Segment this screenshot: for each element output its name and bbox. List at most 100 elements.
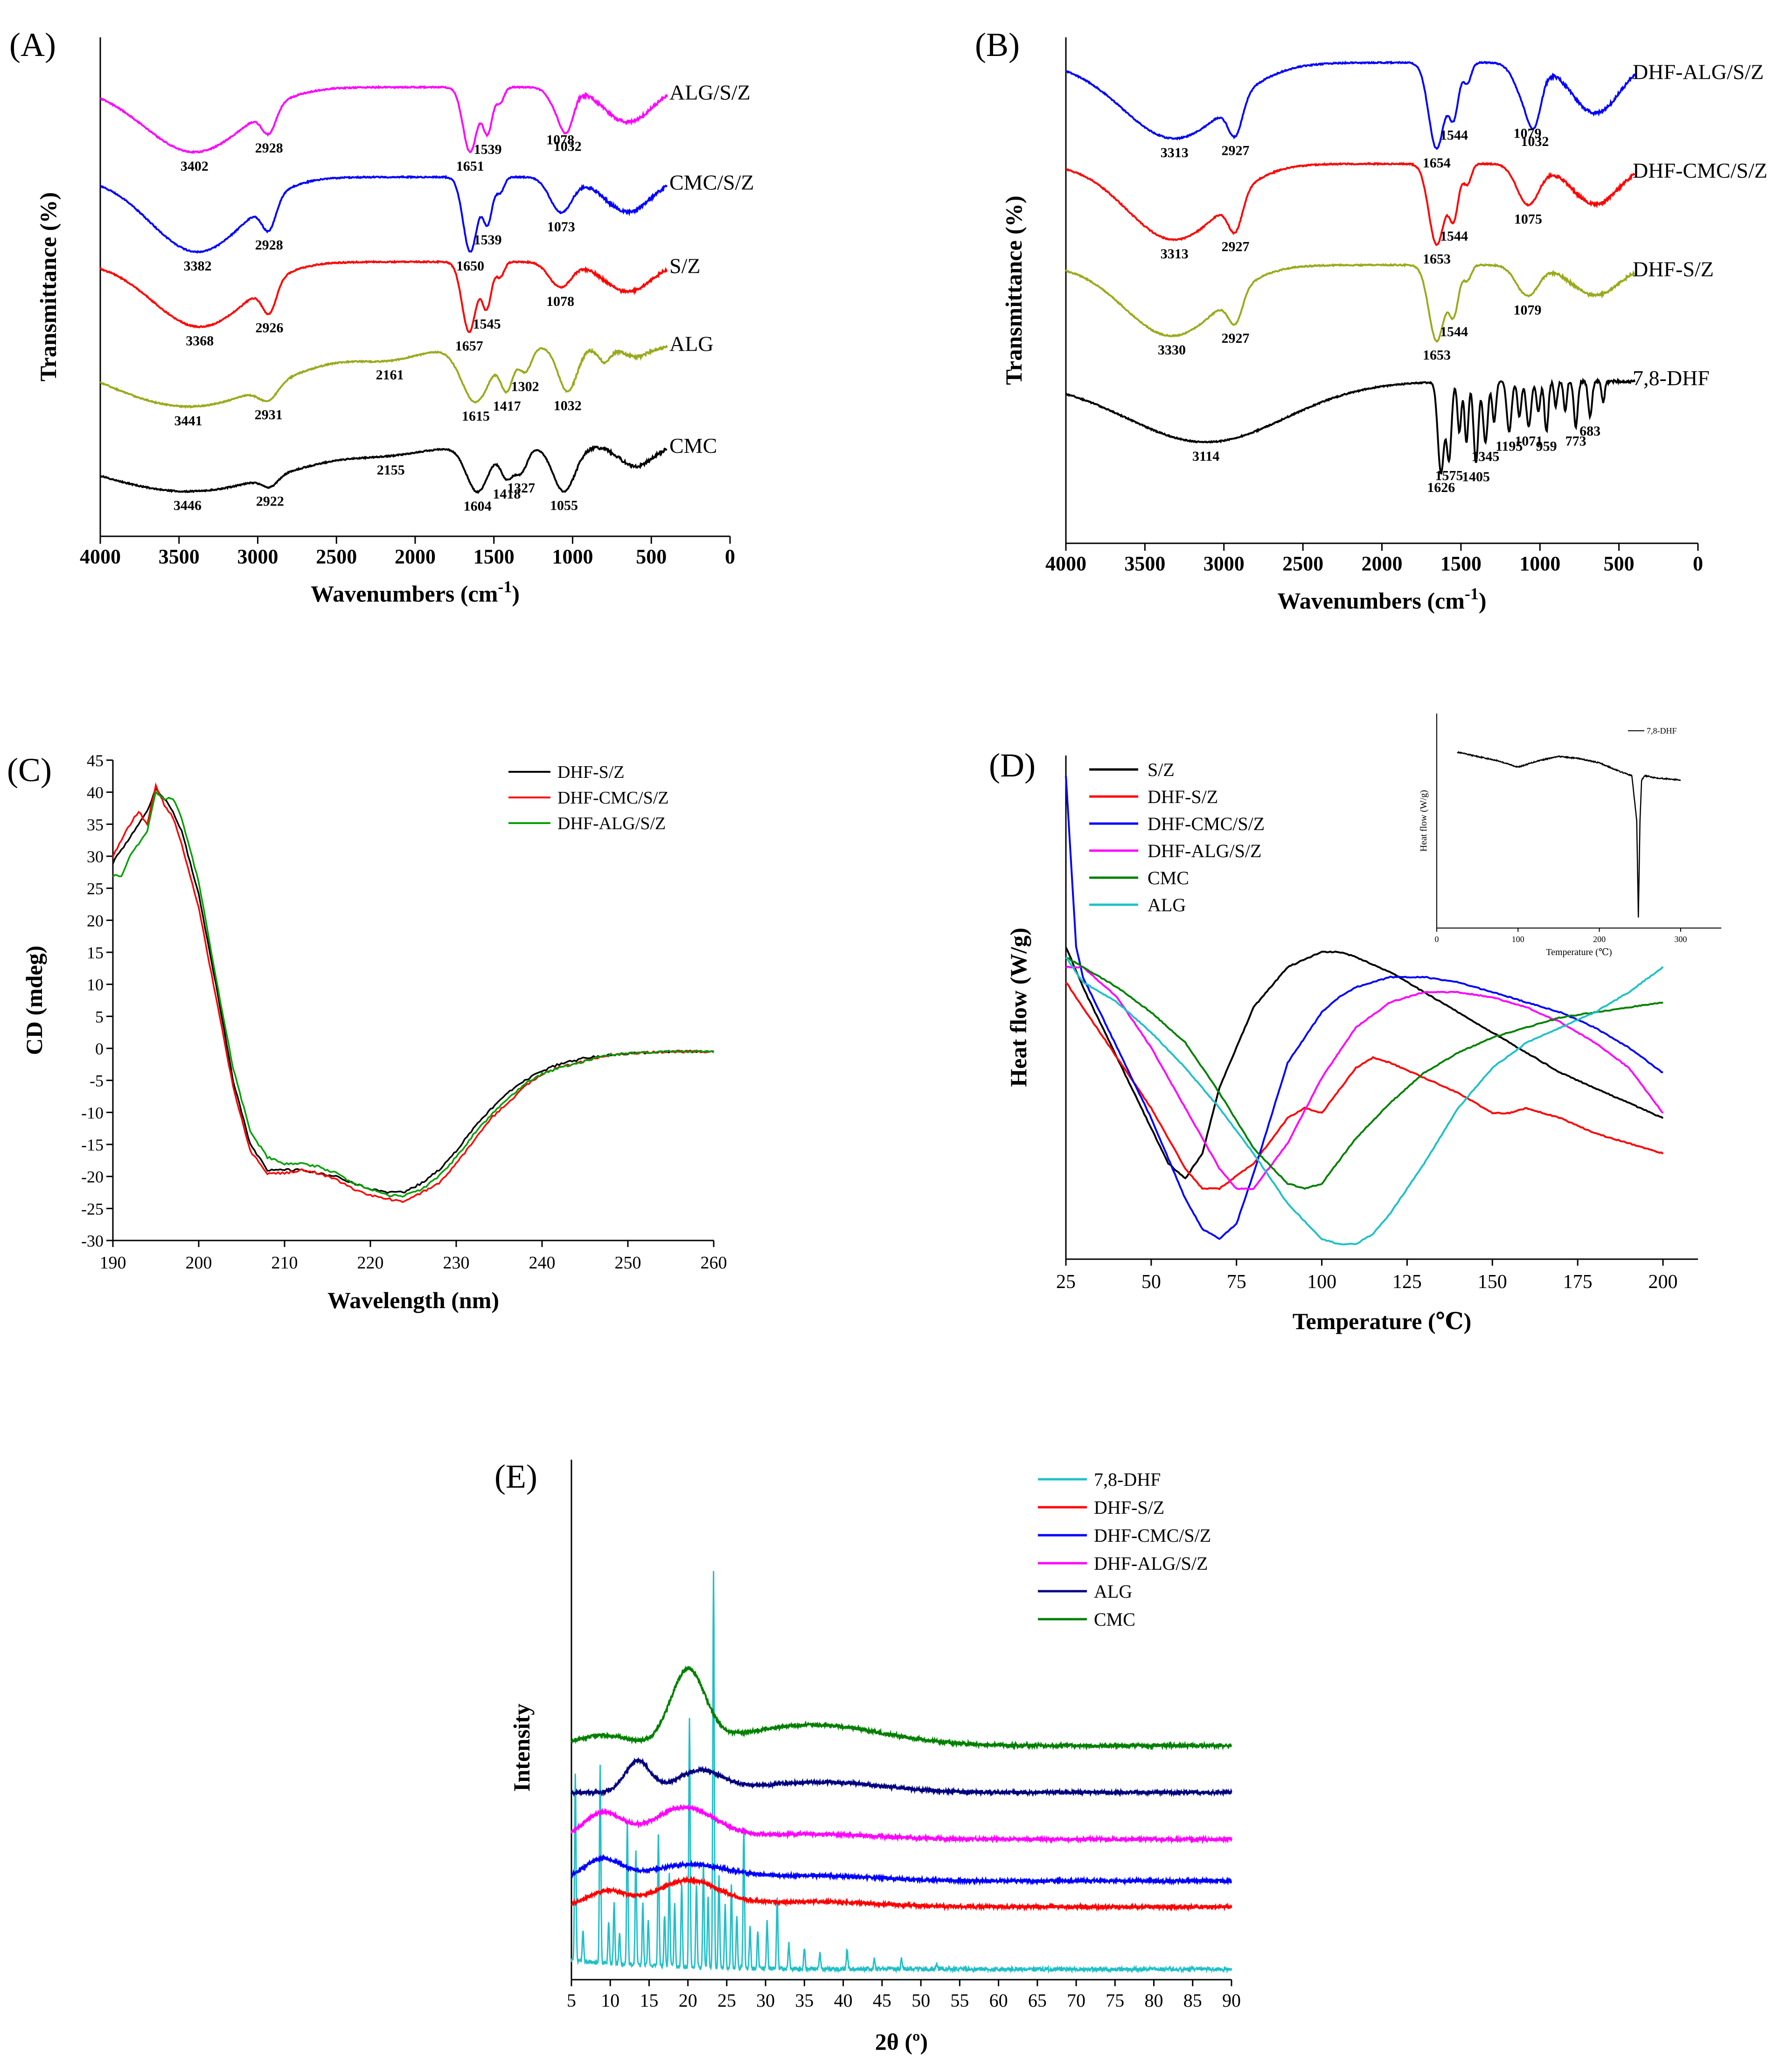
x-tick-label: 85: [1183, 1990, 1202, 2011]
x-tick-label: 40: [834, 1990, 853, 2011]
peak-label: 1604: [464, 499, 492, 514]
x-tick-label: 4000: [1045, 552, 1086, 575]
peak-label: 1405: [1462, 469, 1490, 485]
x-tick-label: 220: [357, 1253, 384, 1273]
series-line: [570, 1571, 1232, 1974]
peak-label: 1418: [493, 486, 521, 502]
peak-label: 1653: [1423, 251, 1451, 267]
peak-label: 3368: [186, 333, 214, 349]
peak-label: 1032: [554, 398, 582, 414]
y-tick-label: 0: [95, 1039, 104, 1058]
peak-label: 1544: [1440, 127, 1468, 143]
x-tick-label: 100: [1307, 1271, 1336, 1293]
peak-label: 1539: [474, 232, 502, 248]
x-tick-label: 210: [271, 1253, 298, 1273]
y-tick-label: 15: [87, 943, 104, 962]
x-tick-label: 4000: [80, 545, 121, 568]
x-tick-label: 200: [1649, 1271, 1678, 1293]
series-line: [100, 174, 668, 254]
peak-label: 2928: [255, 237, 283, 253]
peak-label: 1032: [554, 139, 582, 154]
peak-label: 2155: [377, 463, 405, 478]
inset-x-tick-label: 0: [1435, 935, 1439, 944]
y-tick-label: 45: [87, 751, 104, 770]
peak-label: 1032: [1521, 134, 1549, 149]
peak-label: 2927: [1221, 143, 1249, 158]
legend-label: 7,8-DHF: [1094, 1469, 1161, 1490]
peak-label: 2927: [1221, 239, 1249, 254]
series-line: [1065, 956, 1663, 1190]
x-tick-label: 500: [636, 545, 667, 568]
inset-x-tick-label: 200: [1593, 935, 1606, 944]
y-axis-label: CD (mdeg): [21, 946, 47, 1055]
series-line: [570, 1853, 1232, 1886]
series-label: CMC: [669, 434, 717, 457]
x-tick-label: 125: [1392, 1271, 1422, 1293]
series-line: [112, 786, 714, 1194]
y-axis-label: Transmittance (%): [35, 192, 61, 381]
x-tick-label: 20: [679, 1990, 697, 2011]
panel-a: (A) 4000 3500 3000 2500 2000 1500 1000 500 0 Waven…: [9, 26, 754, 607]
x-axis-label: Wavenumbers (cm-1): [1278, 584, 1487, 614]
x-tick-label: 0: [725, 545, 735, 568]
y-axis-label: Transmittance (%): [1001, 196, 1027, 385]
legend-label: CMC: [1094, 1609, 1135, 1630]
series-label: ALG/S/Z: [669, 81, 751, 104]
peak-label: 2922: [256, 494, 284, 509]
panel-b: (B) 4000 3500 3000 2500 2000 1500 1000 500 0 Waven…: [975, 26, 1767, 614]
y-tick-label: 30: [87, 847, 104, 866]
series-line: [112, 790, 714, 1198]
x-tick-label: 15: [640, 1990, 658, 2011]
x-axis-label: Temperature (℃): [1293, 1308, 1471, 1334]
series-line: [1065, 377, 1636, 475]
peak-label: 1345: [1471, 449, 1499, 464]
x-tick-label: 3500: [1124, 552, 1165, 575]
peak-label: 1078: [546, 294, 574, 309]
series-label: S/Z: [669, 254, 700, 278]
inset-legend-label: 7,8-DHF: [1647, 726, 1677, 735]
panel-c: (C)190 200 210 220 230 240 250 260-30-25-20-15-…: [7, 751, 727, 1313]
peak-label: 3313: [1161, 246, 1189, 262]
panel-d: (D) 25 50 75 100 125 150 175 200 Temperature (℃) H…: [989, 714, 1721, 1334]
series-line: [1065, 965, 1664, 1190]
x-tick-label: 2000: [395, 545, 436, 568]
legend-label: ALG: [1094, 1581, 1132, 1602]
panel-letter: (C): [7, 751, 52, 789]
series-label: ALG: [669, 332, 714, 355]
peak-label: 1302: [511, 379, 539, 395]
x-tick-label: 0: [1693, 552, 1703, 575]
peak-label: 959: [1536, 438, 1557, 454]
x-tick-label: 260: [701, 1253, 727, 1273]
x-axis-label: Wavenumbers (cm-1): [311, 577, 520, 607]
peak-label: 3313: [1161, 145, 1189, 160]
y-tick-label: 35: [87, 815, 104, 834]
peak-label: 683: [1579, 423, 1600, 439]
peak-label: 1650: [456, 258, 484, 274]
series-line: [1065, 263, 1635, 343]
peak-label: 1195: [1496, 438, 1523, 454]
y-tick-label: -25: [81, 1199, 104, 1218]
x-tick-label: 230: [443, 1253, 470, 1273]
x-tick-label: 75: [1227, 1271, 1246, 1293]
x-tick-label: 10: [601, 1990, 619, 2011]
y-axis-label: Intensity: [508, 1704, 535, 1792]
series-line: [112, 782, 714, 1203]
peak-label: 2927: [1221, 331, 1249, 346]
x-tick-label: 2500: [1282, 552, 1323, 575]
legend-label: S/Z: [1148, 759, 1175, 780]
x-tick-label: 190: [100, 1253, 126, 1273]
peak-label: 3114: [1192, 449, 1219, 464]
series-line: [1065, 161, 1635, 246]
peak-label: 1078: [546, 132, 574, 147]
peak-label: 1654: [1423, 155, 1451, 171]
peak-label: 2926: [255, 320, 283, 336]
series-line: [1065, 60, 1636, 150]
peak-label: 773: [1565, 433, 1586, 449]
series-line: [99, 85, 668, 154]
x-tick-label: 25: [717, 1990, 736, 2011]
series-label: DHF-S/Z: [1633, 257, 1714, 281]
peak-label: 1079: [1513, 302, 1541, 318]
x-tick-label: 175: [1563, 1271, 1593, 1293]
peak-label: 1075: [1514, 212, 1542, 227]
x-tick-label: 240: [529, 1253, 556, 1273]
